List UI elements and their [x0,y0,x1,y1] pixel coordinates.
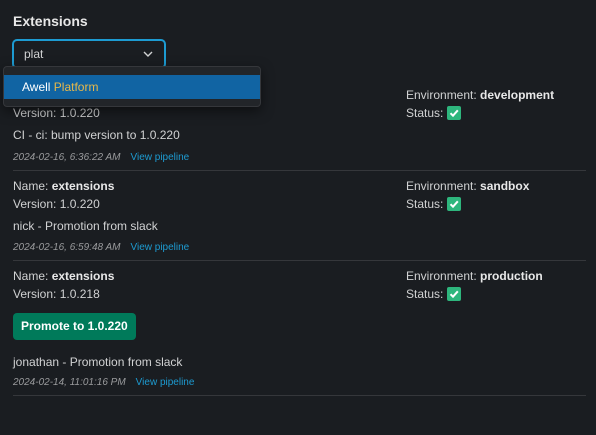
version-row: Version: 1.0.218 [13,287,100,301]
commit-message: jonathan - Promotion from slack [13,355,183,369]
environment-row: Environment: development [406,88,555,102]
promote-button[interactable]: Promote to 1.0.220 [13,313,136,340]
deployment-card-production: Name: extensions Version: 1.0.218 Enviro… [13,267,586,392]
timestamp: 2024-02-16, 6:36:22 AM [13,152,121,163]
deployment-meta: 2024-02-14, 11:01:16 PM View pipeline [13,377,194,388]
environment-row: Environment: production [406,269,543,283]
divider [13,170,586,171]
status-row: Status: [406,104,554,122]
version-row: Version: 1.0.220 [13,106,100,120]
deployment-meta: 2024-02-16, 6:36:22 AM View pipeline [13,152,189,163]
view-pipeline-link[interactable]: View pipeline [135,377,195,388]
deployment-card-development: Name: extensions Version: 1.0.220 Enviro… [13,86,586,166]
environment-row: Environment: sandbox [406,179,530,193]
deployment-meta: 2024-02-16, 6:59:48 AM View pipeline [13,242,189,253]
filter-input[interactable]: plat [24,47,44,61]
check-icon [447,196,462,211]
filter-dropdown-menu: Awell Platform [3,66,261,107]
status-row: Status: [406,195,529,213]
deployment-card-sandbox: Name: extensions Version: 1.0.220 Enviro… [13,177,586,257]
option-prefix: Awell [22,80,54,94]
name-row: Name: extensions [13,179,115,193]
check-icon [447,105,462,120]
name-row: Name: extensions [13,269,115,283]
timestamp: 2024-02-16, 6:59:48 AM [13,242,121,253]
dropdown-option-awell-platform[interactable]: Awell Platform [4,75,260,99]
page-title: Extensions [13,13,88,29]
view-pipeline-link[interactable]: View pipeline [130,242,190,253]
check-icon [447,286,462,301]
timestamp: 2024-02-14, 11:01:16 PM [13,377,126,388]
commit-message: CI - ci: bump version to 1.0.220 [13,128,180,142]
chevron-down-icon[interactable] [142,48,154,60]
view-pipeline-link[interactable]: View pipeline [130,152,190,163]
commit-message: nick - Promotion from slack [13,219,158,233]
divider [13,260,586,261]
extension-filter-select[interactable]: plat [13,40,165,68]
version-row: Version: 1.0.220 [13,197,100,211]
divider [13,395,586,396]
option-match-highlight: Platform [53,80,99,94]
status-row: Status: [406,285,543,303]
